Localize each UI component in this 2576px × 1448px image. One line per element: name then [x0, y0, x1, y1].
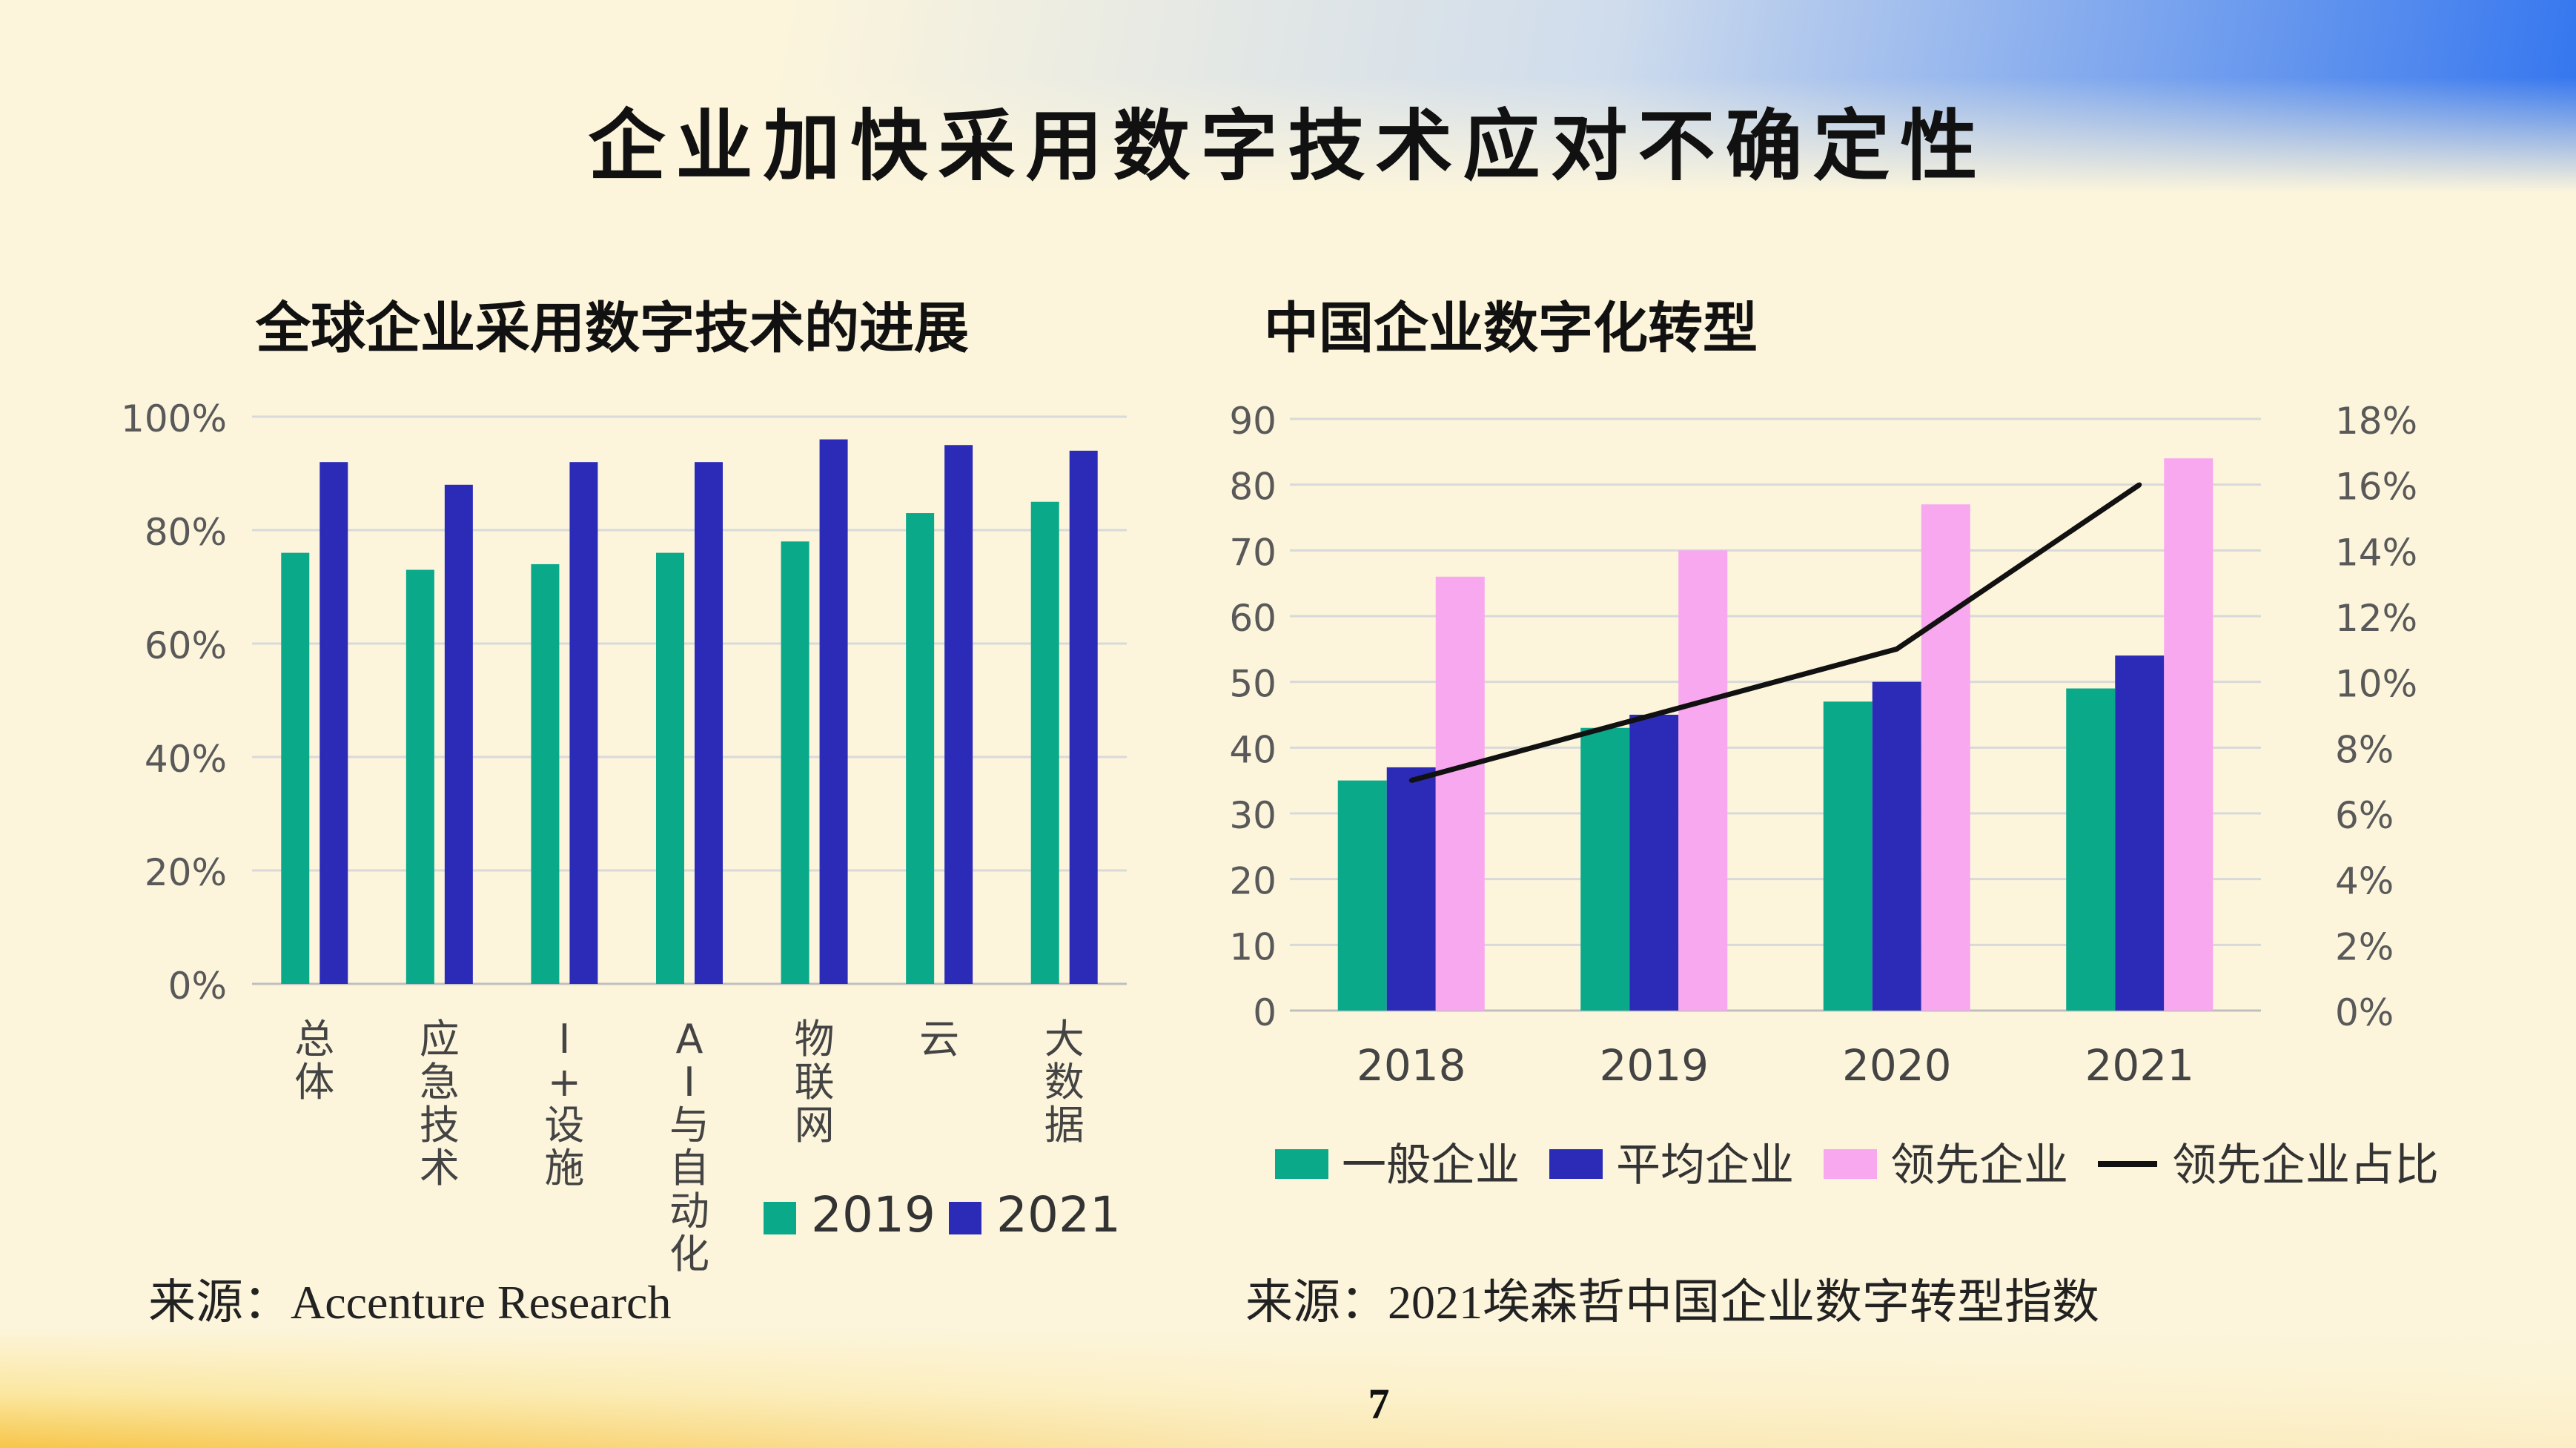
right-y-tick-label: 70 — [1229, 531, 1277, 574]
left-category-label: I +设施 — [544, 1016, 584, 1191]
left-bar-2019 — [405, 569, 434, 984]
right-category-label: 2019 — [1599, 1040, 1709, 1091]
left-category-label: 大数据 — [1044, 1016, 1085, 1148]
left-legend-swatch-2019 — [764, 1202, 796, 1234]
right-y2-tick-label: 10% — [2335, 663, 2417, 706]
source-left: 来源：Accenture Research — [148, 1276, 672, 1329]
right-bar-领先企业 — [1678, 550, 1728, 1011]
right-y2-tick-label: 8% — [2335, 728, 2394, 771]
left-bar-2021 — [819, 439, 848, 984]
right-bar-一般企业 — [1337, 780, 1387, 1011]
right-y-tick-label: 0 — [1253, 991, 1277, 1034]
right-line-point — [1894, 647, 1899, 652]
right-y-tick-label: 60 — [1229, 597, 1277, 640]
left-y-tick-label: 60% — [145, 624, 227, 667]
right-line-领先企业占比 — [1410, 482, 2142, 784]
right-legend-label-领先企业: 领先企业 — [1890, 1140, 2068, 1191]
right-bar-平均企业 — [2115, 655, 2165, 1011]
left-category-label: 总体 — [294, 1016, 334, 1105]
left-category-label: 应急技术 — [420, 1016, 460, 1191]
right-y2-tick-label: 14% — [2335, 531, 2417, 574]
right-legend-label-一般企业: 一般企业 — [1342, 1140, 1520, 1191]
left-y-tick-label: 20% — [145, 851, 227, 894]
left-category-label: 云 — [919, 1016, 959, 1062]
right-bar-一般企业 — [1580, 727, 1630, 1011]
right-y-tick-label: 90 — [1229, 400, 1277, 443]
right-category-label: 2021 — [2085, 1040, 2194, 1091]
left-y-tick-label: 100% — [121, 397, 227, 440]
top-gradient-fade — [0, 0, 2576, 193]
left-bar-2021 — [944, 445, 973, 984]
right-y2-tick-label: 18% — [2335, 400, 2417, 443]
slide-title: 企业加快采用数字技术应对不确定性 — [588, 100, 1988, 191]
right-y2-tick-label: 0% — [2335, 991, 2394, 1034]
right-y2-tick-label: 12% — [2335, 597, 2417, 640]
right-y2-tick-label: 6% — [2335, 794, 2394, 837]
left-chart-title: 全球企业采用数字技术的进展 — [255, 297, 969, 360]
left-y-tick-label: 80% — [145, 511, 227, 554]
source-right: 来源：2021埃森哲中国企业数字转型指数 — [1245, 1276, 2099, 1329]
right-bar-领先企业 — [2164, 458, 2214, 1011]
right-bar-领先企业 — [1435, 576, 1485, 1011]
right-category-label: 2018 — [1357, 1040, 1466, 1091]
right-y-tick-label: 50 — [1229, 663, 1277, 706]
right-category-label: 2020 — [1842, 1040, 1952, 1091]
bottom-gradient-fade — [0, 1327, 2576, 1448]
left-legend-label-2021: 2021 — [996, 1186, 1121, 1243]
left-bar-2021 — [569, 462, 598, 984]
right-bar-平均企业 — [1386, 767, 1436, 1011]
right-legend-swatch-平均企业 — [1549, 1149, 1603, 1179]
left-bar-2019 — [781, 541, 809, 984]
right-y-tick-label: 80 — [1229, 466, 1277, 509]
right-legend-label-line: 领先企业占比 — [2172, 1140, 2439, 1191]
right-bar-领先企业 — [1921, 504, 1970, 1011]
right-y2-tick-label: 2% — [2335, 925, 2394, 968]
right-bar-平均企业 — [1872, 681, 1921, 1011]
right-chart-title: 中国企业数字化转型 — [1264, 297, 1758, 360]
left-bar-2019 — [531, 563, 560, 984]
right-bar-一般企业 — [1823, 701, 1873, 1011]
left-y-tick-label: 40% — [145, 738, 227, 781]
left-bar-2019 — [906, 513, 935, 984]
right-line-point — [2137, 482, 2142, 487]
right-legend-label-平均企业: 平均企业 — [1616, 1140, 1794, 1191]
right-y-tick-label: 20 — [1229, 860, 1277, 903]
left-bar-2021 — [695, 462, 723, 984]
left-bar-2019 — [1030, 501, 1059, 984]
left-y-tick-label: 0% — [168, 965, 227, 1008]
right-legend-swatch-领先企业 — [1824, 1149, 1877, 1179]
right-line-point — [1408, 778, 1414, 783]
right-y2-tick-label: 4% — [2335, 860, 2394, 903]
right-y-tick-label: 40 — [1229, 728, 1277, 771]
page-number: 7 — [1368, 1380, 1390, 1428]
left-category-label: 物联网 — [795, 1016, 835, 1148]
left-bar-2021 — [319, 462, 348, 984]
right-y-tick-label: 10 — [1229, 925, 1277, 968]
right-line-point — [1652, 713, 1657, 717]
left-bar-2021 — [1069, 450, 1098, 984]
right-y-tick-label: 30 — [1229, 794, 1277, 837]
right-bar-一般企业 — [2066, 688, 2116, 1011]
left-bar-2021 — [444, 484, 473, 984]
left-bar-2019 — [656, 552, 684, 984]
right-legend-swatch-一般企业 — [1275, 1149, 1328, 1179]
left-legend-label-2019: 2019 — [811, 1186, 936, 1243]
left-legend-swatch-2021 — [949, 1202, 981, 1234]
left-category-label: A I 与自动化 — [669, 1016, 709, 1277]
right-bar-平均企业 — [1629, 715, 1679, 1011]
left-bar-2019 — [281, 552, 310, 984]
right-y2-tick-label: 16% — [2335, 466, 2417, 509]
